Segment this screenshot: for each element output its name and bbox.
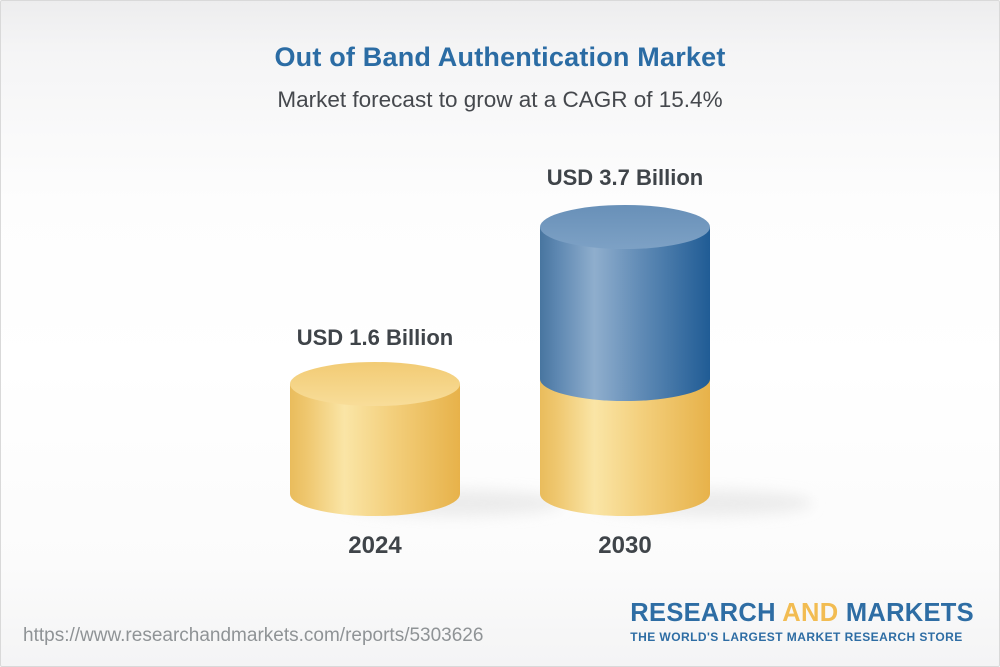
page-title: Out of Band Authentication Market	[274, 42, 726, 72]
research-and-markets-logo: RESEARCH AND MARKETS THE WORLD'S LARGEST…	[630, 599, 974, 644]
bar-2024-top	[290, 362, 460, 406]
value-label-2024: USD 1.6 Billion	[296, 325, 454, 350]
logo-word-markets: MARKETS	[845, 599, 974, 627]
report-url[interactable]: https://www.researchandmarkets.com/repor…	[23, 625, 484, 646]
value-label-2030: USD 3.7 Billion	[546, 165, 704, 190]
logo-tagline: THE WORLD'S LARGEST MARKET RESEARCH STOR…	[630, 630, 963, 645]
logo-word-and: AND	[782, 599, 839, 627]
logo-word-research: RESEARCH	[630, 599, 776, 627]
category-label-2030: 2030	[598, 532, 652, 559]
category-label-2024: 2024	[348, 532, 402, 559]
page-subtitle: Market forecast to grow at a CAGR of 15.…	[277, 87, 723, 112]
bar-2024-cylinder	[290, 362, 460, 516]
logo-wordmark: RESEARCH AND MARKETS	[630, 599, 974, 628]
bar-2030-cylinder	[540, 205, 710, 516]
bar-2030-top	[540, 205, 710, 249]
cylinder-chart-canvas	[290, 205, 813, 516]
bar-2024-body	[290, 384, 460, 516]
bar-2030-base-segment	[540, 379, 710, 516]
bar-2030-growth-segment	[540, 227, 710, 401]
